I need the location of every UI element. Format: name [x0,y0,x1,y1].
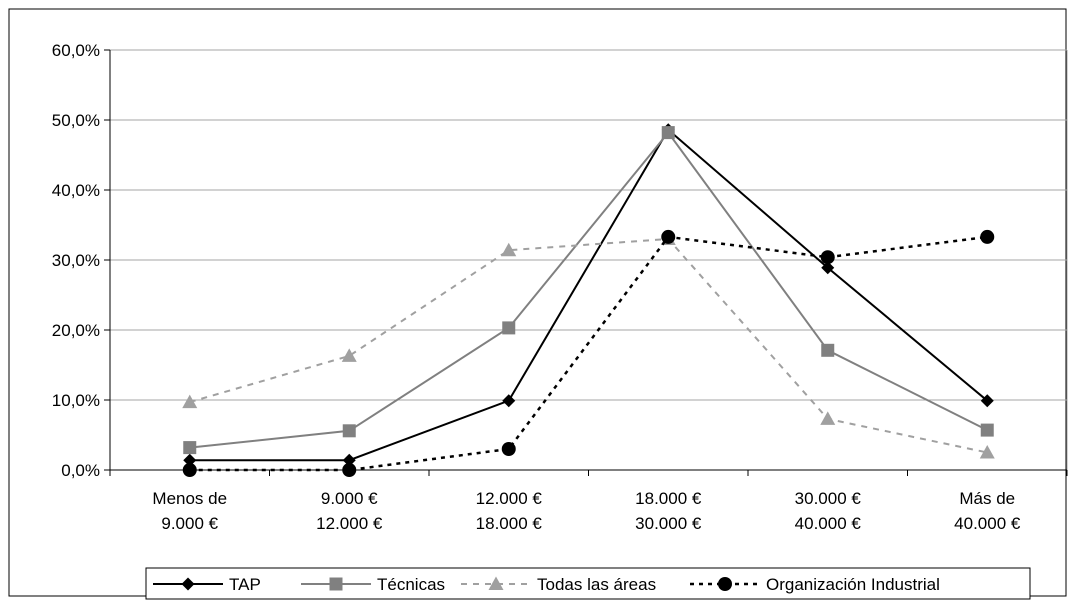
legend-label: Técnicas [377,575,445,594]
data-point [342,424,356,438]
data-point [501,242,517,257]
y-tick-label: 60,0% [52,41,100,60]
series-line [189,237,988,454]
legend: TAP Técnicas Todas las áreas Organización I… [145,567,1031,600]
x-tick-label: 9.000 €12.000 € [316,489,383,533]
data-point [661,229,676,244]
series-0 [183,123,994,467]
x-tick-label: 30.000 €40.000 € [795,489,862,533]
x-tick-label: 12.000 €18.000 € [476,489,543,533]
legend-label: Todas las áreas [537,575,656,594]
data-point [661,126,675,140]
data-point [182,463,197,477]
y-tick-label: 0,0% [61,461,100,480]
y-tick-label: 40,0% [52,181,100,200]
series-1 [183,126,994,455]
x-tick-label: Menos de 9.000 € [152,489,227,533]
y-tick-labels: 0,0% 10,0% 20,0% 30,0% 40,0% 50,0% 60,0% [52,41,100,480]
legend-item-1: Técnicas [301,575,445,594]
y-tick-label: 30,0% [52,251,100,270]
legend-box [145,567,1031,600]
legend-marker [181,577,195,591]
legend-label: Organización Industrial [766,575,940,594]
y-tick-label: 20,0% [52,321,100,340]
data-point [820,411,836,425]
x-tick-labels: Menos de 9.000 € 9.000 €12.000 € 12.000 €18… [152,489,1020,533]
series [182,123,995,477]
legend-marker [718,577,732,591]
data-point [501,442,516,456]
data-point [342,463,357,477]
legend-item-0: TAP [153,575,261,594]
data-point [979,445,995,459]
data-point [980,423,994,437]
data-point [182,394,198,409]
series-line [189,128,988,462]
axes [104,49,1068,476]
data-point [183,441,197,455]
gridlines [110,49,1068,470]
data-point [980,394,994,408]
series-line [189,130,988,449]
data-point [820,250,835,265]
data-point [342,453,356,467]
x-tick-label: 18.000 €30.000 € [635,489,702,533]
legend-label: TAP [229,575,261,594]
legend-marker [329,577,343,591]
y-tick-label: 10,0% [52,391,100,410]
x-tick-label: Más de 40.000 € [954,489,1021,533]
series-3 [182,229,995,477]
legend-item-2: Todas las áreas [461,575,656,594]
chart-border [8,8,1067,597]
series-2 [182,231,995,459]
data-point [341,348,357,362]
data-point [821,343,835,357]
legend-item-3: Organización Industrial [690,575,940,594]
data-point [980,229,995,244]
data-point [183,453,197,467]
series-line [189,235,988,472]
data-point [502,321,516,335]
y-tick-label: 50,0% [52,111,100,130]
legend-marker [488,576,504,590]
data-point [821,261,835,275]
data-point [502,394,516,408]
